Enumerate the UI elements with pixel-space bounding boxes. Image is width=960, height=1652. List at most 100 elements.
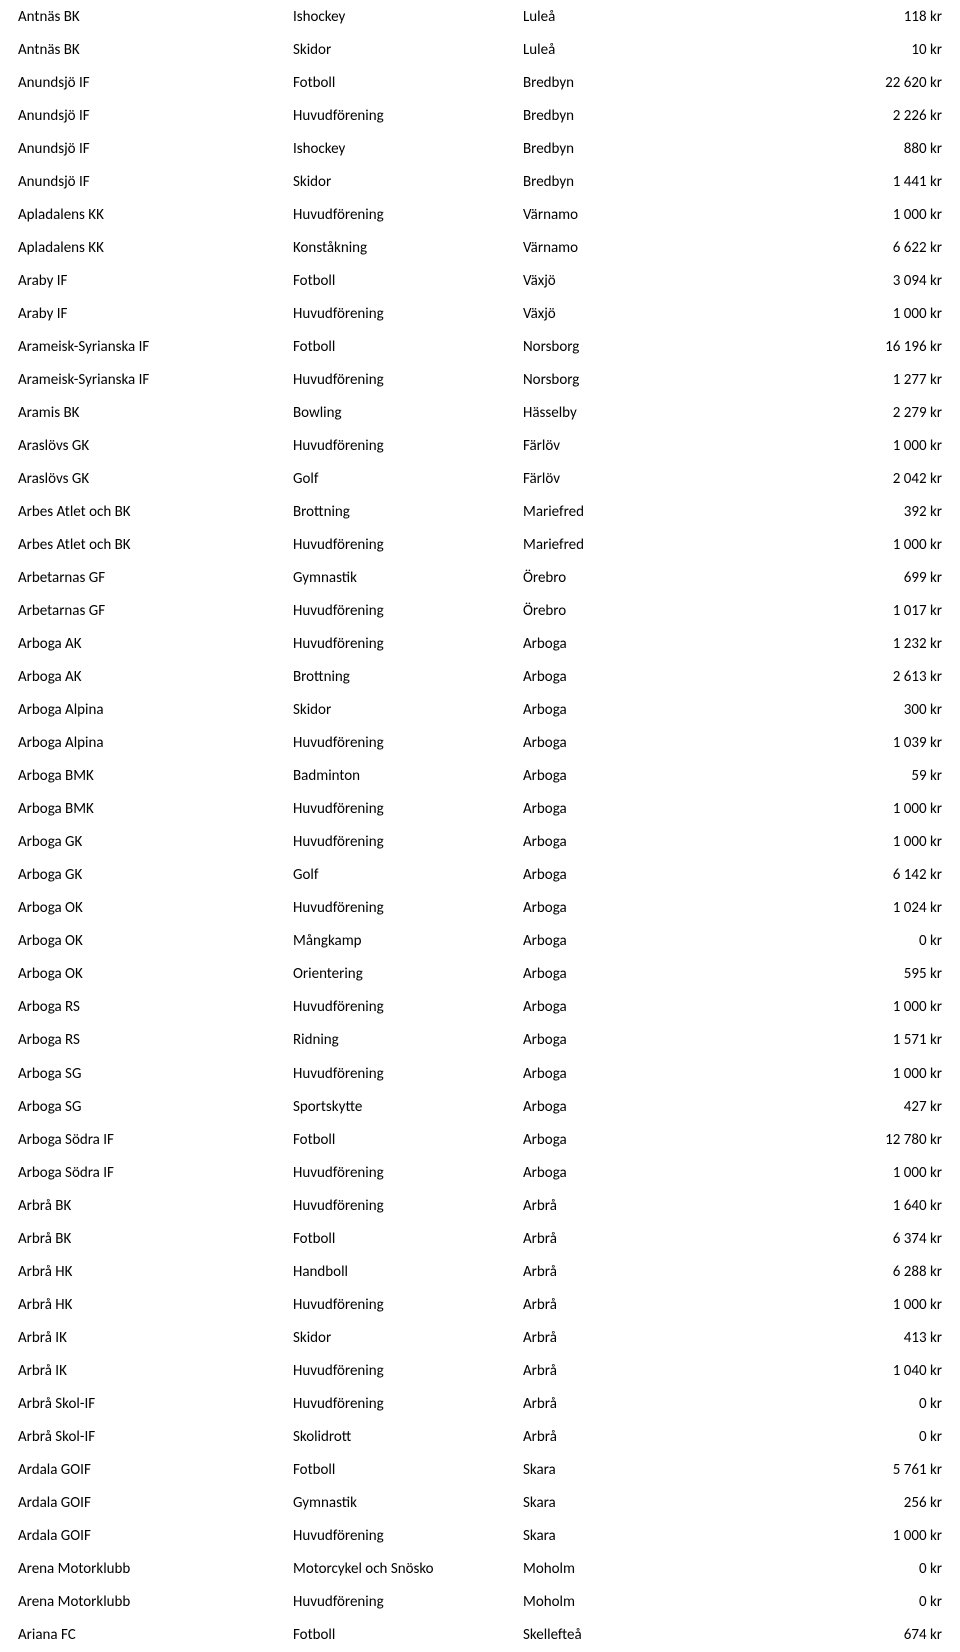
cell-place: Arboga [523,1098,763,1116]
cell-amount: 12 780 kr [763,1131,960,1149]
cell-amount: 2 226 kr [763,107,960,125]
cell-place: Arbrå [523,1230,763,1248]
cell-org: Ardala GOIF [0,1494,293,1512]
table-row: Arbrå BKHuvudföreningArbrå1 640 kr [0,1189,960,1222]
cell-activity: Sportskytte [293,1098,523,1116]
cell-org: Arbrå BK [0,1230,293,1248]
cell-activity: Huvudförening [293,800,523,818]
cell-place: Arboga [523,701,763,719]
cell-amount: 6 374 kr [763,1230,960,1248]
cell-activity: Skidor [293,173,523,191]
table-row: Arboga SGHuvudföreningArboga1 000 kr [0,1057,960,1090]
cell-org: Arameisk-Syrianska IF [0,338,293,356]
table-row: Arboga BMKHuvudföreningArboga1 000 kr [0,793,960,826]
cell-org: Arboga RS [0,1031,293,1049]
cell-place: Arbrå [523,1296,763,1314]
cell-place: Skara [523,1494,763,1512]
cell-place: Mariefred [523,536,763,554]
cell-amount: 1 640 kr [763,1197,960,1215]
cell-org: Araby IF [0,305,293,323]
cell-activity: Ridning [293,1031,523,1049]
table-row: Arbrå IKHuvudföreningArbrå1 040 kr [0,1354,960,1387]
cell-org: Antnäs BK [0,41,293,59]
cell-amount: 413 kr [763,1329,960,1347]
data-table: Antnäs BKIshockeyLuleå118 krAntnäs BKSki… [0,0,960,1652]
table-row: Araslövs GKGolfFärlöv2 042 kr [0,462,960,495]
cell-org: Arboga AK [0,635,293,653]
cell-activity: Skidor [293,1329,523,1347]
cell-place: Arboga [523,932,763,950]
cell-org: Arboga GK [0,866,293,884]
cell-amount: 0 kr [763,1593,960,1611]
cell-org: Arboga SG [0,1098,293,1116]
cell-amount: 1 277 kr [763,371,960,389]
cell-amount: 880 kr [763,140,960,158]
cell-place: Arboga [523,800,763,818]
cell-amount: 1 232 kr [763,635,960,653]
cell-activity: Gymnastik [293,1494,523,1512]
cell-amount: 10 kr [763,41,960,59]
cell-activity: Ishockey [293,140,523,158]
cell-activity: Golf [293,470,523,488]
cell-amount: 1 000 kr [763,536,960,554]
cell-place: Norsborg [523,371,763,389]
cell-org: Araslövs GK [0,437,293,455]
cell-amount: 674 kr [763,1626,960,1644]
cell-amount: 1 000 kr [763,1527,960,1545]
cell-place: Bredbyn [523,140,763,158]
cell-place: Skellefteå [523,1626,763,1644]
table-row: Arboga OKMångkampArboga0 kr [0,925,960,958]
table-row: Ariana FCFotbollSkellefteå674 kr [0,1619,960,1652]
table-row: Araslövs GKHuvudföreningFärlöv1 000 kr [0,429,960,462]
cell-amount: 118 kr [763,8,960,26]
table-row: Arbrå HKHandbollArbrå6 288 kr [0,1255,960,1288]
cell-activity: Huvudförening [293,1296,523,1314]
cell-org: Anundsjö IF [0,173,293,191]
table-row: Arbes Atlet och BKBrottningMariefred392 … [0,495,960,528]
cell-activity: Golf [293,866,523,884]
cell-activity: Fotboll [293,338,523,356]
cell-activity: Fotboll [293,1626,523,1644]
table-row: Antnäs BKSkidorLuleå10 kr [0,33,960,66]
table-row: Arboga AKHuvudföreningArboga1 232 kr [0,628,960,661]
cell-org: Anundsjö IF [0,74,293,92]
cell-place: Örebro [523,602,763,620]
cell-amount: 427 kr [763,1098,960,1116]
cell-amount: 256 kr [763,1494,960,1512]
cell-amount: 1 000 kr [763,833,960,851]
cell-org: Arboga OK [0,932,293,950]
cell-org: Ardala GOIF [0,1527,293,1545]
cell-amount: 0 kr [763,932,960,950]
table-row: Arbes Atlet och BKHuvudföreningMariefred… [0,529,960,562]
table-row: Ardala GOIFFotbollSkara5 761 kr [0,1453,960,1486]
cell-place: Arbrå [523,1329,763,1347]
cell-amount: 22 620 kr [763,74,960,92]
cell-place: Arboga [523,833,763,851]
cell-amount: 3 094 kr [763,272,960,290]
table-row: Arbrå Skol-IFHuvudföreningArbrå0 kr [0,1387,960,1420]
cell-org: Arbrå IK [0,1362,293,1380]
cell-place: Färlöv [523,437,763,455]
cell-activity: Gymnastik [293,569,523,587]
cell-activity: Brottning [293,503,523,521]
cell-activity: Huvudförening [293,1395,523,1413]
cell-activity: Huvudförening [293,899,523,917]
cell-activity: Huvudförening [293,107,523,125]
cell-amount: 1 571 kr [763,1031,960,1049]
table-row: Arboga GKHuvudföreningArboga1 000 kr [0,826,960,859]
cell-place: Hässelby [523,404,763,422]
cell-place: Mariefred [523,503,763,521]
cell-org: Arbetarnas GF [0,569,293,587]
cell-place: Arbrå [523,1263,763,1281]
cell-amount: 0 kr [763,1560,960,1578]
cell-activity: Mångkamp [293,932,523,950]
cell-org: Apladalens KK [0,239,293,257]
table-row: Ardala GOIFHuvudföreningSkara1 000 kr [0,1519,960,1552]
table-row: Apladalens KKKonståkningVärnamo6 622 kr [0,231,960,264]
cell-org: Arboga BMK [0,767,293,785]
cell-amount: 2 279 kr [763,404,960,422]
cell-org: Arbrå HK [0,1296,293,1314]
cell-place: Skara [523,1461,763,1479]
table-row: Aramis BKBowlingHässelby2 279 kr [0,396,960,429]
cell-amount: 2 613 kr [763,668,960,686]
